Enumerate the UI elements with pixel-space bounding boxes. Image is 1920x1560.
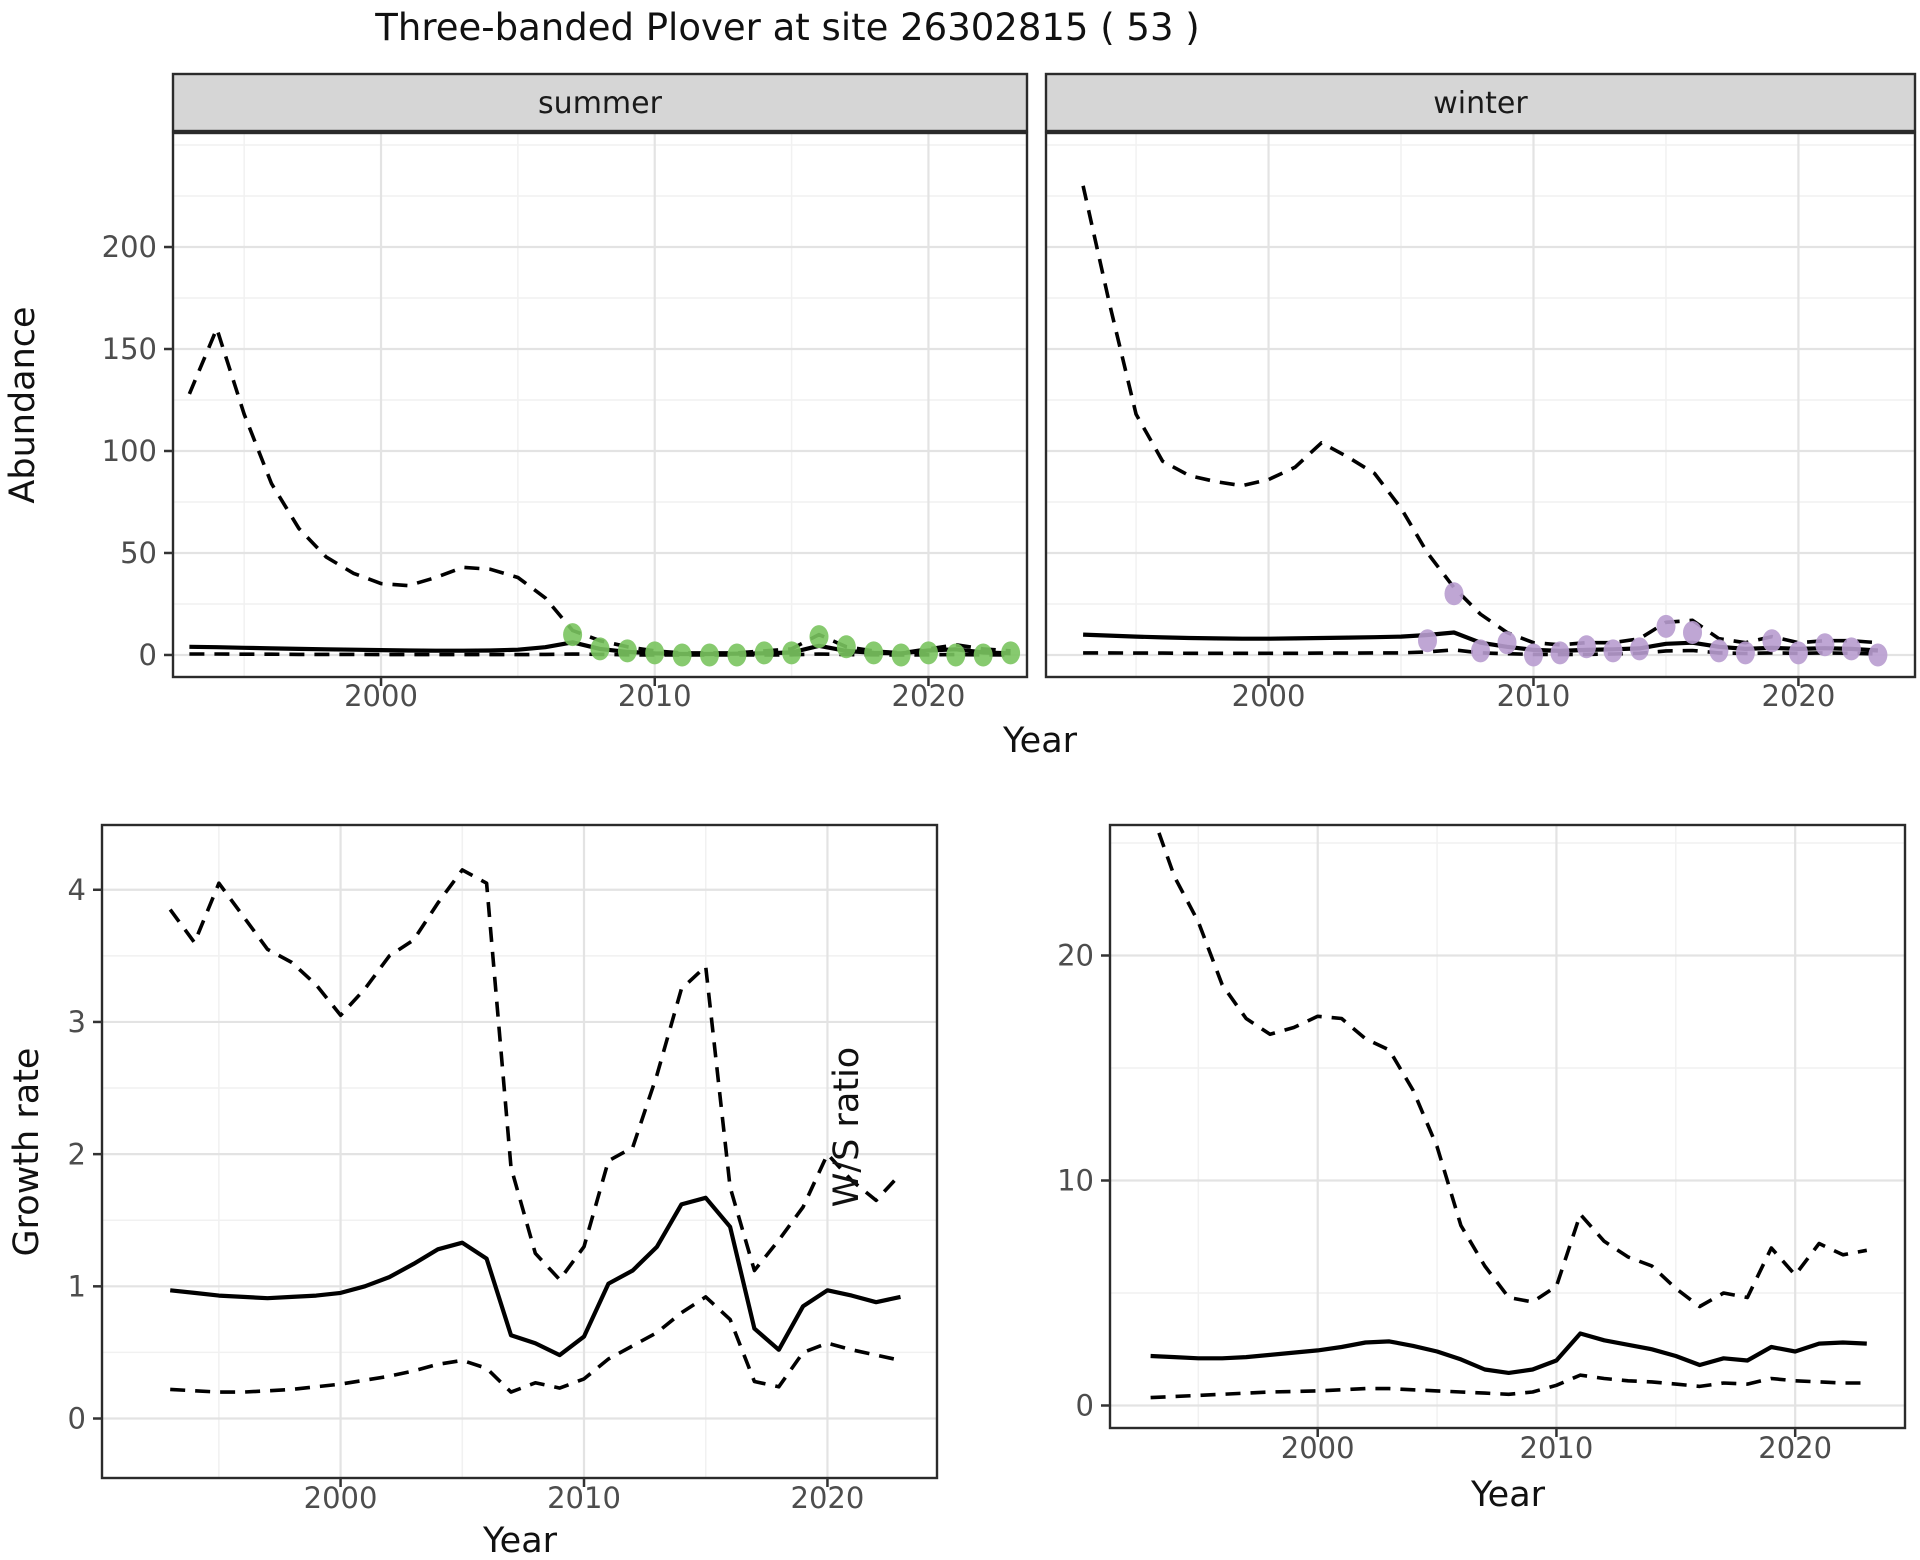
observation-point [973,643,993,667]
observation-point [754,641,774,665]
observation-point [1577,635,1596,659]
observation-point [919,641,938,665]
chart-title: Three-banded Plover at site 26302815 ( 5… [375,6,1200,49]
abundance-summer-gridlines [173,133,1027,677]
axis-title: Year [1470,1475,1546,1515]
observation-point [1815,633,1835,657]
observation-point [836,635,856,659]
abundance-winter-facet-strip [1044,72,1917,133]
observation-point [1444,582,1464,606]
abundance-summer-x-tick-label: 2010 [618,679,692,713]
abundance-winter-x-tick-label: 2000 [1232,679,1306,713]
abundance-winter-border [1044,131,1917,679]
ws-ratio-border [1108,823,1907,1430]
growth-rate-y-tick-label: 4 [68,873,86,907]
abundance-summer-border [171,131,1029,679]
abundance-summer-panel [173,133,1027,677]
growth-rate-y-tick-label: 3 [68,1005,86,1039]
abundance-summer-x-tick-label: 2000 [344,679,418,713]
growth-rate-x-tick-label: 2010 [547,1481,621,1515]
abundance-winter-x-tick-label: 2020 [1762,679,1836,713]
observation-point [1418,629,1437,653]
abundance-summer-y-tick-label: 50 [120,536,157,570]
observation-point [672,643,692,667]
observation-point [1550,641,1570,665]
abundance-summer-facet-label: summer [538,86,663,121]
ws-ratio-upper_ci-line [1154,825,1868,1309]
ws-ratio-panel [1110,825,1905,1428]
ws-ratio-x-tick-label: 2020 [1758,1431,1832,1465]
ws-ratio-fit-line [1150,1331,1867,1376]
abundance-summer-y-tick-label: 200 [102,230,157,264]
observation-point [727,643,747,667]
observation-point [1868,643,1888,667]
observation-point [1603,639,1623,663]
growth-rate-lines [168,868,902,1394]
ws-ratio-x-tick-label: 2010 [1520,1431,1594,1465]
growth-rate-fit-line [169,1195,901,1358]
observation-point [617,639,637,663]
observation-point [809,625,829,649]
observation-point [1524,643,1543,667]
observation-point [1735,641,1755,665]
axis-title: W/S ratio [827,1047,867,1207]
abundance-winter-facet-label: winter [1433,86,1528,121]
axis-title: Year [482,1521,558,1560]
observation-point [1630,637,1649,661]
observation-point [1656,614,1676,638]
growth-rate-upper_ci-line [168,868,902,1282]
observation-point [1709,639,1729,663]
growth-rate-gridlines [102,825,937,1478]
abundance-winter-x-tick-label: 2010 [1497,679,1571,713]
observation-point [864,641,884,665]
observation-point [1788,641,1808,665]
growth-rate-lower_ci-line [170,1295,901,1394]
observation-point [645,641,665,665]
observation-point [1841,637,1861,661]
observation-point [946,643,966,667]
axis-title: Year [1002,721,1078,761]
ws-ratio-y-tick-label: 10 [1057,1164,1094,1198]
observation-point [1497,631,1517,655]
growth-rate-panel [102,825,937,1478]
axis-title: Abundance [3,306,43,503]
abundance-winter-panel [1046,133,1915,677]
abundance-summer-y-tick-label: 150 [102,332,157,366]
growth-rate-x-tick-label: 2020 [791,1481,865,1515]
axis-title: Growth rate [7,1048,47,1257]
observation-point [563,623,583,647]
observation-point [700,643,719,667]
observation-point [1001,641,1021,665]
abundance-summer-facet-strip [171,72,1029,133]
abundance-summer-x-tick-label: 2020 [892,679,966,713]
observation-point [782,641,802,665]
observation-point [1683,621,1702,644]
summer-observations [563,623,1021,667]
growth-rate-border [100,823,939,1480]
ws-ratio-x-tick-label: 2000 [1281,1431,1355,1465]
ws-ratio-lower_ci-line [1150,1373,1867,1400]
abundance-summer-y-tick-label: 100 [102,434,157,468]
observation-point [891,643,911,667]
growth-rate-y-tick-label: 0 [68,1402,86,1436]
growth-rate-y-tick-label: 1 [68,1269,86,1303]
ws-ratio-y-tick-label: 0 [1076,1389,1094,1423]
observation-point [590,637,610,661]
ws-ratio-lines [1150,825,1868,1400]
abundance-summer-y-tick-label: 0 [139,638,157,672]
observation-point [1762,629,1782,653]
ws-ratio-y-tick-label: 20 [1057,939,1094,973]
observation-point [1471,639,1490,663]
growth-rate-x-tick-label: 2000 [304,1481,378,1515]
growth-rate-y-tick-label: 2 [68,1137,86,1171]
winter-observations [1418,582,1888,667]
